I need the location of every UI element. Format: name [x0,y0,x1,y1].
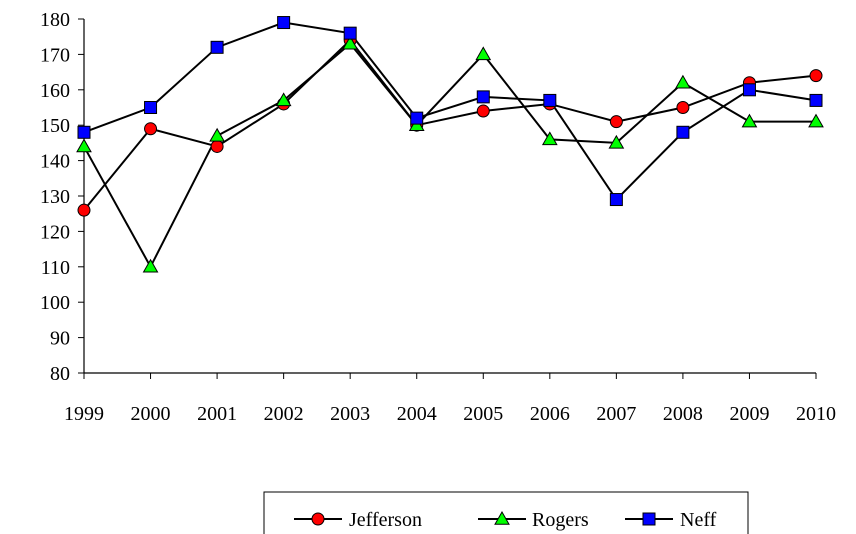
legend-item-jefferson: Jefferson [294,509,422,531]
data-point-jefferson [210,139,224,153]
data-point-neff [144,101,158,114]
data-point-rogers [608,134,625,149]
data-point-rogers [209,127,225,142]
axes [83,19,816,374]
y-tick-label: 80 [50,363,70,385]
series-line-neff [83,21,817,202]
legend-marker-jefferson [311,512,325,526]
legend-box [263,491,749,534]
legend-label-rogers: Rogers [532,509,589,531]
legend: Jefferson Rogers Neff [263,491,749,534]
data-point-jefferson [476,104,490,118]
x-tick-label: 2008 [663,403,703,425]
series-line-rogers [83,42,816,269]
x-tick-label: 2002 [264,403,304,425]
data-point-jefferson [77,203,91,217]
x-tick-label: 1999 [64,403,104,425]
data-point-neff [277,16,291,30]
x-tick-label: 2006 [530,403,570,425]
data-point-neff [410,111,424,125]
y-tick-label: 90 [50,328,70,350]
data-point-neff [77,125,91,139]
x-tick-label: 2005 [463,403,503,425]
data-point-rogers [475,46,492,61]
data-point-rogers [675,74,691,89]
legend-marker-neff [642,512,656,526]
series-markers [76,16,824,273]
y-tick-label: 120 [40,221,70,243]
data-point-jefferson [676,101,690,114]
x-tick-label: 2001 [197,403,237,425]
data-point-jefferson [144,122,158,136]
series-lines [83,21,817,269]
y-tick-label: 150 [40,115,70,137]
data-point-rogers [541,131,558,146]
y-tick-label: 180 [40,9,70,31]
y-tick-label: 130 [40,186,70,208]
data-point-neff [476,90,490,104]
data-point-rogers [342,35,359,50]
data-point-neff [676,125,690,139]
legend-label-jefferson: Jefferson [349,509,422,531]
x-tick-label: 2007 [596,403,636,425]
data-point-neff [543,93,557,107]
data-point-neff [809,93,823,107]
data-point-neff [210,40,224,54]
legend-item-rogers: Rogers [478,509,589,531]
series-line-jefferson [83,38,817,211]
x-tick-label: 2009 [729,403,769,425]
y-axis-ticks: 80 90 100 110 120 130 140 150 160 170 180 [40,9,84,385]
data-point-rogers [76,138,92,153]
y-tick-label: 160 [40,80,70,102]
x-tick-label: 2000 [131,403,171,425]
y-tick-label: 170 [40,44,70,66]
y-tick-label: 140 [40,151,70,173]
x-tick-label: 2004 [397,403,437,425]
legend-label-neff: Neff [680,509,717,531]
legend-item-neff: Neff [625,509,717,531]
data-point-rogers [275,92,292,107]
data-point-rogers [142,258,159,273]
x-tick-label: 2010 [796,403,836,425]
x-tick-label: 2003 [330,403,370,425]
data-point-neff [609,193,623,207]
data-point-neff [343,26,357,40]
data-point-jefferson [609,115,623,129]
x-axis-ticks: 1999 2000 2001 2002 2003 2004 2005 2006 2007 2008… [64,373,836,425]
data-point-neff [742,83,756,97]
y-tick-label: 110 [41,257,70,279]
data-point-rogers [741,113,758,128]
data-point-rogers [808,113,824,128]
data-point-jefferson [809,69,823,83]
y-tick-label: 100 [40,292,70,314]
legend-marker-rogers [494,510,510,525]
